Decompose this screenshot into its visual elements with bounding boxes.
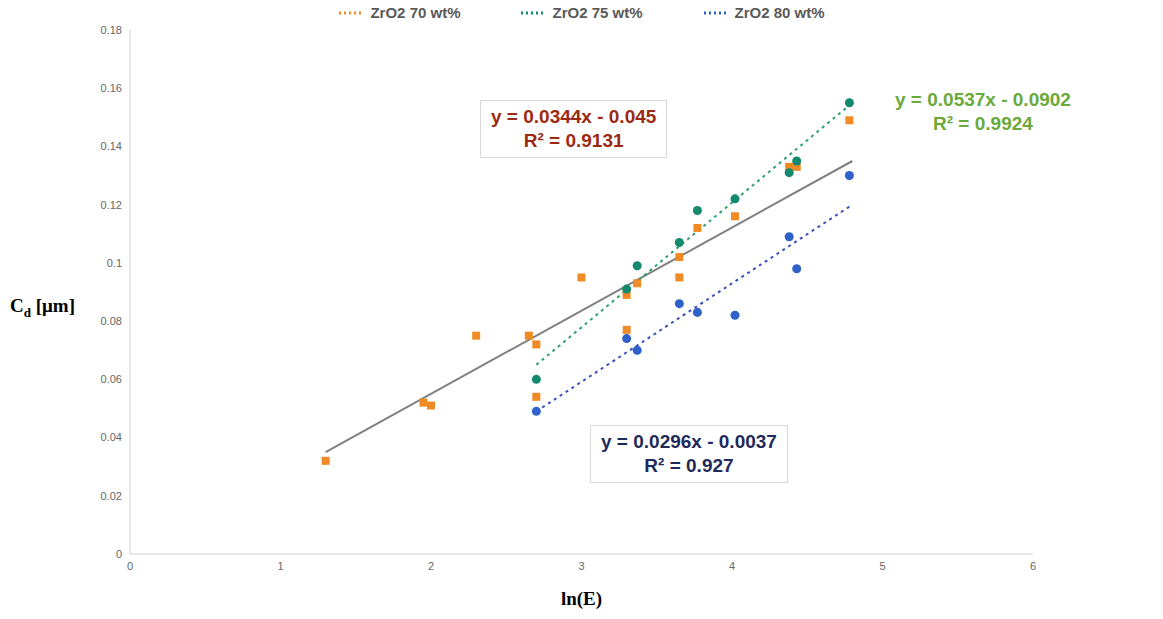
svg-text:6: 6	[1030, 560, 1036, 572]
html-text:y = 0.0344x - 0.045: y = 0.0344x - 0.045	[491, 106, 657, 127]
svg-text:0.12: 0.12	[101, 199, 122, 211]
svg-text:ln(E): ln(E)	[561, 588, 602, 610]
html-text:ZrO2 70 wt%: ZrO2 70 wt%	[370, 4, 461, 21]
html-text:Cd[μm]: Cd[μm]	[10, 295, 75, 320]
svg-text:0: 0	[116, 548, 122, 560]
svg-text:0.06: 0.06	[101, 373, 122, 385]
svg-text:1: 1	[277, 560, 283, 572]
svg-text:0.16: 0.16	[101, 82, 122, 94]
html-text:R² = 0.927: R² = 0.927	[644, 455, 734, 476]
html-text:y = 0.0537x - 0.0902: y = 0.0537x - 0.0902	[895, 89, 1071, 110]
html-text:ZrO2 80 wt%: ZrO2 80 wt%	[734, 4, 825, 21]
svg-text:2: 2	[428, 560, 434, 572]
svg-text:0: 0	[127, 560, 133, 572]
html-text:R² = 0.9924: R² = 0.9924	[933, 113, 1033, 134]
html-text:R² = 0.9131: R² = 0.9131	[523, 130, 624, 151]
svg-text:0.08: 0.08	[101, 315, 122, 327]
svg-text:3: 3	[578, 560, 584, 572]
svg-text:0.02: 0.02	[101, 490, 122, 502]
svg-text:0.14: 0.14	[101, 140, 122, 152]
html-text:ZrO2 75 wt%: ZrO2 75 wt%	[552, 4, 643, 21]
svg-text:0.1: 0.1	[107, 257, 122, 269]
svg-text:0.18: 0.18	[101, 24, 122, 36]
svg-text:0.04: 0.04	[101, 431, 122, 443]
svg-text:5: 5	[879, 560, 885, 572]
html-text:y = 0.0296x - 0.0037: y = 0.0296x - 0.0037	[601, 431, 777, 452]
svg-text:4: 4	[729, 560, 735, 572]
